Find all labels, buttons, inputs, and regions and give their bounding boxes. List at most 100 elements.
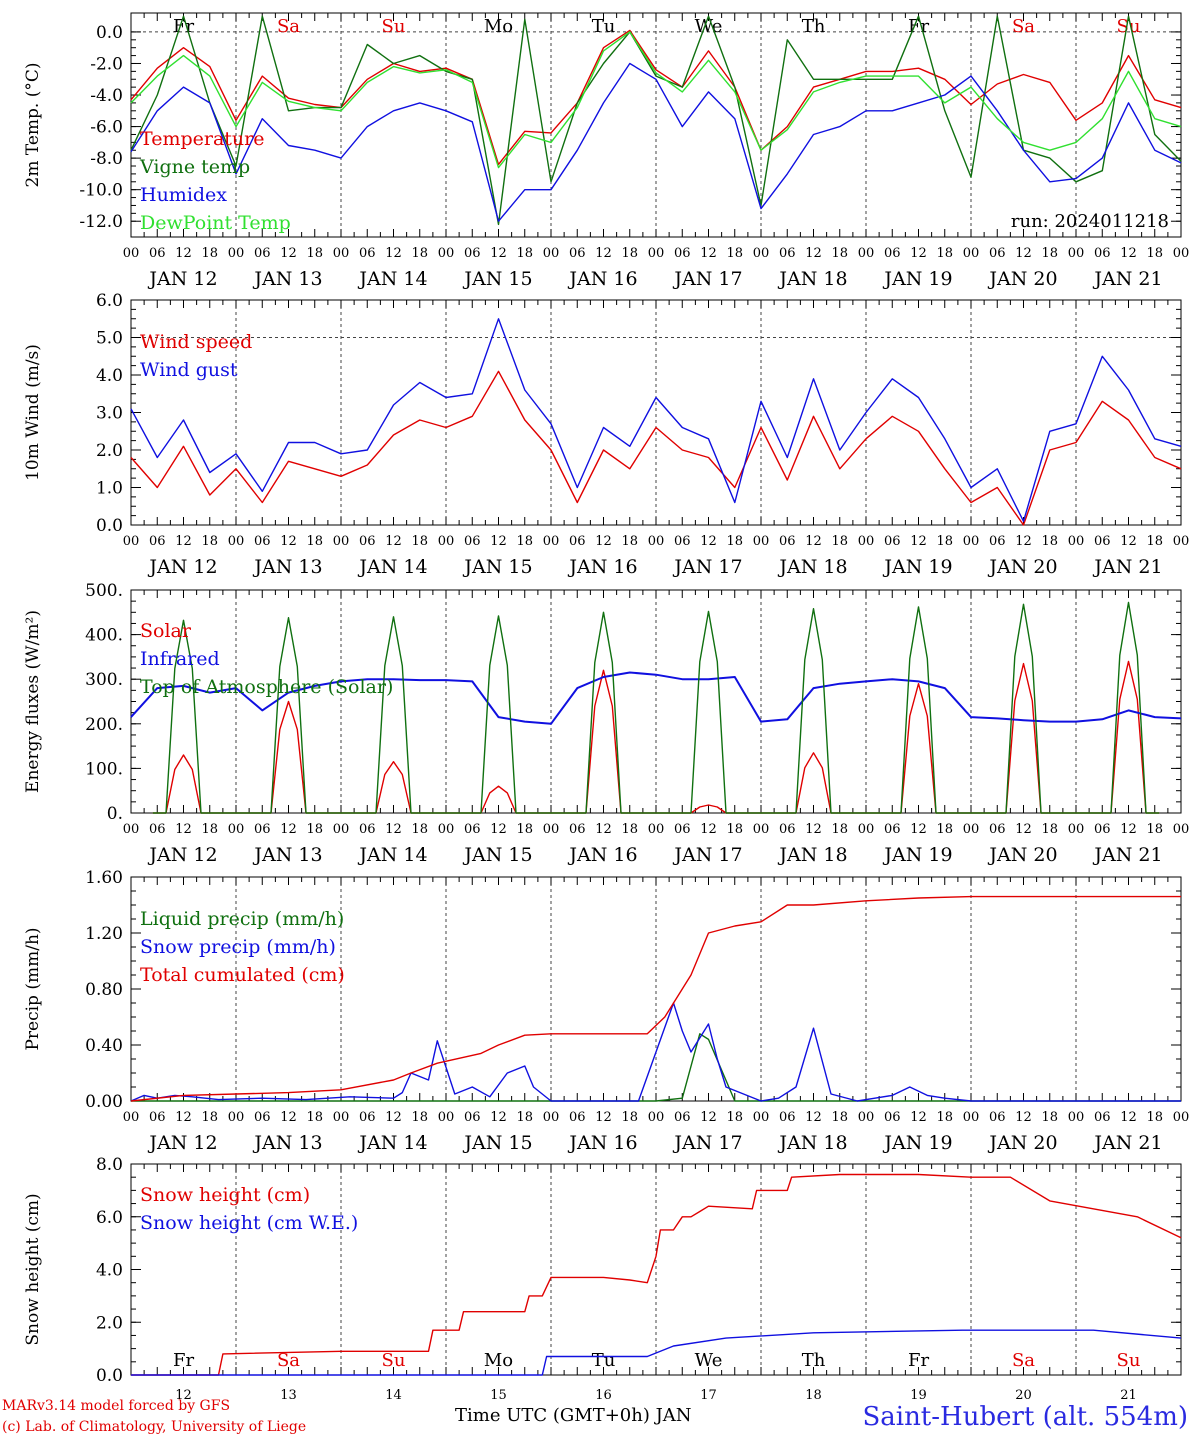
day-number-label: 15 xyxy=(490,1388,507,1403)
lab-credit: (c) Lab. of Climatology, University of L… xyxy=(2,1419,307,1435)
hour-tick-label: 06 xyxy=(149,822,166,837)
hour-tick-label: 12 xyxy=(490,822,507,837)
hour-tick-label: 18 xyxy=(306,534,323,549)
hour-tick-label: 00 xyxy=(333,534,350,549)
hour-tick-label: 12 xyxy=(1120,1110,1137,1125)
legend-entry: Vigne temp xyxy=(139,156,250,178)
date-label: JAN 19 xyxy=(882,1132,952,1154)
series-line xyxy=(131,1033,1181,1102)
hour-tick-label: 12 xyxy=(385,822,402,837)
hour-tick-label: 00 xyxy=(438,1110,455,1125)
hour-tick-label: 06 xyxy=(464,1110,481,1125)
hour-tick-label: 18 xyxy=(1041,1110,1058,1125)
day-name-label: We xyxy=(695,16,723,37)
hour-tick-label: 06 xyxy=(1094,534,1111,549)
y-tick-label: 500. xyxy=(85,581,123,601)
hour-tick-label: 06 xyxy=(464,822,481,837)
hour-tick-label: 12 xyxy=(700,822,717,837)
hour-tick-label: 06 xyxy=(359,822,376,837)
hour-tick-label: 18 xyxy=(936,534,953,549)
y-tick-label: -4.0 xyxy=(90,86,123,106)
hour-tick-label: 06 xyxy=(149,1110,166,1125)
plot-frame xyxy=(130,299,1182,526)
date-label: JAN 15 xyxy=(462,844,532,866)
day-name-label: Sa xyxy=(1012,1350,1035,1371)
day-name-label: Su xyxy=(382,1350,406,1371)
hour-tick-label: 00 xyxy=(438,246,455,261)
hour-tick-label: 18 xyxy=(201,822,218,837)
day-name-label: Tu xyxy=(592,1350,616,1371)
hour-tick-label: 12 xyxy=(805,246,822,261)
hour-tick-label: 00 xyxy=(438,534,455,549)
hour-tick-label: 06 xyxy=(674,822,691,837)
hour-tick-label: 18 xyxy=(726,1110,743,1125)
hour-tick-label: 18 xyxy=(411,534,428,549)
legend-entry: Temperature xyxy=(140,128,264,150)
date-label: JAN 16 xyxy=(567,556,637,578)
hour-tick-label: 00 xyxy=(123,246,140,261)
hour-tick-label: 06 xyxy=(569,534,586,549)
y-tick-label: 4.0 xyxy=(96,366,123,386)
hour-tick-label: 00 xyxy=(858,1110,875,1125)
hour-tick-label: 00 xyxy=(753,822,770,837)
hour-tick-label: 00 xyxy=(123,822,140,837)
hour-tick-label: 18 xyxy=(1146,822,1163,837)
hour-tick-label: 06 xyxy=(884,246,901,261)
hour-tick-label: 12 xyxy=(700,534,717,549)
hour-tick-label: 12 xyxy=(175,822,192,837)
chart-panel-5: 0.0 2.0 4.0 6.0 8.0 Snow height (cm) Fr Sa Su Mo T… xyxy=(23,1155,1182,1403)
hour-tick-label: 00 xyxy=(858,534,875,549)
y-axis-label: 10m Wind (m/s) xyxy=(23,344,43,481)
hour-tick-label: 18 xyxy=(306,1110,323,1125)
hour-tick-label: 12 xyxy=(910,534,927,549)
hour-tick-label: 12 xyxy=(910,1110,927,1125)
hour-tick-label: 06 xyxy=(254,246,271,261)
hour-tick-label: 18 xyxy=(411,1110,428,1125)
day-number-label: 12 xyxy=(175,1388,192,1403)
hour-tick-label: 00 xyxy=(648,1110,665,1125)
date-label: JAN 14 xyxy=(357,844,427,866)
hour-tick-label: 00 xyxy=(753,1110,770,1125)
legend-entry: Total cumulated (cm) xyxy=(140,964,345,986)
hour-tick-label: 18 xyxy=(1146,534,1163,549)
day-name-label: Th xyxy=(802,16,826,37)
date-label: JAN 12 xyxy=(147,1132,217,1154)
hour-tick-label: 00 xyxy=(1173,822,1190,837)
day-name-label: Th xyxy=(802,1350,826,1371)
date-label: JAN 12 xyxy=(147,268,217,290)
hour-tick-label: 06 xyxy=(1094,822,1111,837)
day-name-label: Tu xyxy=(592,16,616,37)
hour-tick-label: 06 xyxy=(1094,1110,1111,1125)
y-tick-label: 0.40 xyxy=(85,1036,123,1056)
hour-tick-label: 18 xyxy=(201,534,218,549)
hour-tick-label: 06 xyxy=(779,1110,796,1125)
y-axis-label: 2m Temp. (°C) xyxy=(23,62,43,187)
hour-tick-label: 00 xyxy=(333,246,350,261)
y-tick-label: 200. xyxy=(85,715,123,735)
y-tick-label: 8.0 xyxy=(96,1155,123,1175)
day-name-label: Fr xyxy=(908,1350,929,1371)
date-label: JAN 16 xyxy=(567,1132,637,1154)
date-label: JAN 18 xyxy=(777,556,847,578)
hour-tick-label: 18 xyxy=(831,534,848,549)
hour-tick-label: 00 xyxy=(1173,1110,1190,1125)
date-label: JAN 13 xyxy=(252,1132,322,1154)
hour-tick-label: 00 xyxy=(543,246,560,261)
series-line xyxy=(152,601,1160,814)
station-title: Saint-Hubert (alt. 554m) xyxy=(862,1402,1188,1432)
y-tick-label: 100. xyxy=(85,759,123,779)
hour-tick-label: 00 xyxy=(543,534,560,549)
hour-tick-label: 18 xyxy=(516,822,533,837)
hour-tick-label: 06 xyxy=(254,822,271,837)
date-label: JAN 16 xyxy=(567,268,637,290)
series-line xyxy=(130,1002,1181,1102)
legend-entry: Top of Atmosphere (Solar) xyxy=(140,676,393,698)
hour-tick-label: 06 xyxy=(884,822,901,837)
hour-tick-label: 12 xyxy=(490,246,507,261)
day-name-label: We xyxy=(695,1350,723,1371)
date-label: JAN 20 xyxy=(987,268,1057,290)
y-tick-label: 1.60 xyxy=(85,868,123,888)
hour-tick-label: 00 xyxy=(1068,246,1085,261)
y-tick-label: 400. xyxy=(85,626,123,646)
hour-tick-label: 18 xyxy=(726,822,743,837)
